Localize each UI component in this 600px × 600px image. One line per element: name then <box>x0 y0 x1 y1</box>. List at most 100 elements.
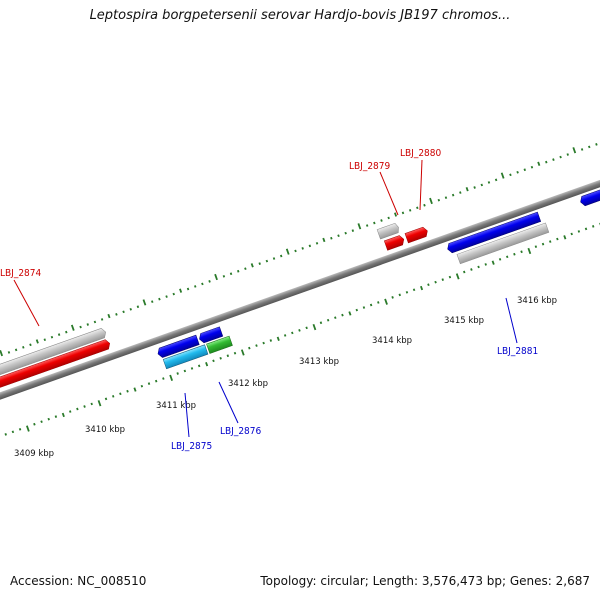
tick-marks-lower <box>4 222 600 436</box>
tick-mark-upper <box>272 257 276 260</box>
tick-mark-lower <box>226 354 230 358</box>
tick-mark-upper <box>258 262 261 265</box>
tick-mark-lower <box>427 283 430 287</box>
tick-mark-lower <box>455 273 460 280</box>
tick-mark-lower <box>248 346 251 350</box>
tick-mark-upper <box>57 333 61 336</box>
tick-mark-lower <box>577 230 581 233</box>
tick-mark-lower <box>355 308 358 312</box>
tick-mark-lower <box>412 288 416 292</box>
tick-mark-upper <box>115 313 118 316</box>
tick-mark-lower <box>541 242 545 246</box>
gene-reverse-blue-a[interactable] <box>156 334 200 358</box>
gene-lbj-2879-pseudo[interactable] <box>376 222 400 240</box>
tick-mark-upper <box>35 339 39 344</box>
tick-mark-upper <box>365 224 369 227</box>
tick-mark-upper <box>142 299 147 306</box>
tick-mark-upper <box>330 236 333 240</box>
tick-mark-lower <box>18 427 22 431</box>
tick-mark-lower <box>104 397 108 401</box>
genome-summary-text: Topology: circular; Length: 3,576,473 bp… <box>260 574 590 588</box>
gene-label-lbj-2881[interactable]: LBJ_2881 <box>497 346 538 357</box>
tick-mark-lower <box>276 336 280 342</box>
tick-mark-upper <box>357 223 362 230</box>
tick-mark-lower <box>240 349 245 356</box>
tick-mark-upper <box>14 348 18 352</box>
tick-mark-upper <box>208 280 211 283</box>
tick-mark-lower <box>162 377 165 380</box>
tick-mark-upper <box>279 254 283 258</box>
tick-mark-lower <box>527 247 532 255</box>
tick-mark-lower <box>133 387 137 392</box>
tick-mark-upper <box>487 181 491 184</box>
tick-mark-upper <box>322 237 326 243</box>
tick-mark-upper <box>43 338 46 342</box>
tick-mark-upper <box>588 145 591 149</box>
leader-lbj-2876 <box>218 381 239 424</box>
tick-mark-lower <box>369 303 373 307</box>
gene-label-lbj-2876[interactable]: LBJ_2876 <box>220 426 261 437</box>
tick-mark-lower <box>219 356 222 360</box>
gene-lbj-2876[interactable] <box>206 335 233 354</box>
tick-mark-lower <box>319 321 323 325</box>
gene-lbj-2874-pseudo[interactable] <box>0 327 107 385</box>
tick-mark-upper <box>373 221 376 225</box>
tick-mark-lower <box>283 334 287 337</box>
backbone <box>0 165 600 406</box>
tick-mark-lower <box>334 316 337 320</box>
tick-mark-lower <box>420 285 424 291</box>
gene-reverse-blue-d[interactable] <box>579 181 600 207</box>
tick-mark-lower <box>463 270 466 274</box>
tick-mark-lower <box>97 400 102 407</box>
gene-lbj-2874[interactable] <box>0 339 111 396</box>
tick-mark-lower <box>111 394 115 398</box>
tick-mark-lower <box>448 275 452 279</box>
gene-label-lbj-2875[interactable]: LBJ_2875 <box>171 441 212 452</box>
tick-mark-lower <box>54 415 58 418</box>
tick-mark-lower <box>83 405 86 408</box>
gene-labels: LBJ_2874 LBJ_2879 LBJ_2880 LBJ_2875 LBJ_… <box>0 148 538 452</box>
scale-label-3416: 3416 kbp <box>517 296 557 306</box>
tick-mark-upper <box>22 345 25 349</box>
tick-mark-lower <box>147 382 151 385</box>
tick-mark-upper <box>351 229 355 232</box>
gene-reverse-blue-b[interactable] <box>198 326 224 344</box>
tick-mark-upper <box>65 330 68 334</box>
tick-mark-upper <box>545 160 548 164</box>
gene-lbj-2879[interactable] <box>383 234 405 251</box>
tick-mark-lower <box>4 433 7 436</box>
gene-label-lbj-2874[interactable]: LBJ_2874 <box>0 268 41 279</box>
gene-lbj-2880[interactable] <box>404 226 429 244</box>
tick-mark-lower <box>548 240 552 243</box>
tick-mark-upper <box>566 153 569 156</box>
tick-mark-upper <box>380 219 383 222</box>
tick-mark-upper <box>459 191 462 194</box>
tick-mark-upper <box>315 241 319 245</box>
tick-mark-upper <box>523 168 526 172</box>
gene-reverse-blue-c[interactable] <box>446 211 542 254</box>
gene-label-lbj-2879[interactable]: LBJ_2879 <box>349 161 390 172</box>
tick-mark-upper <box>552 158 555 161</box>
tick-mark-upper <box>429 197 433 205</box>
tick-mark-lower <box>176 372 179 375</box>
tick-mark-lower <box>326 318 330 322</box>
tick-mark-lower <box>11 430 15 434</box>
tick-mark-upper <box>344 231 347 235</box>
gene-lbj-2881[interactable] <box>456 222 550 265</box>
tick-mark-upper <box>222 274 226 278</box>
tick-mark-lower <box>33 422 36 426</box>
tick-mark-upper <box>401 211 405 215</box>
tick-mark-lower <box>498 257 502 261</box>
gene-lbj-2875[interactable] <box>162 344 209 370</box>
tick-mark-lower <box>291 331 294 335</box>
leader-lbj-2881 <box>505 297 518 344</box>
gene-label-lbj-2880[interactable]: LBJ_2880 <box>400 148 441 159</box>
tick-mark-upper <box>465 187 469 192</box>
tick-mark-lower <box>183 369 187 373</box>
tick-mark-lower <box>384 298 388 305</box>
tick-mark-lower <box>391 296 394 299</box>
tick-mark-lower <box>90 402 93 406</box>
tick-mark-lower <box>233 351 237 355</box>
scale-label-3414: 3414 kbp <box>372 336 412 346</box>
